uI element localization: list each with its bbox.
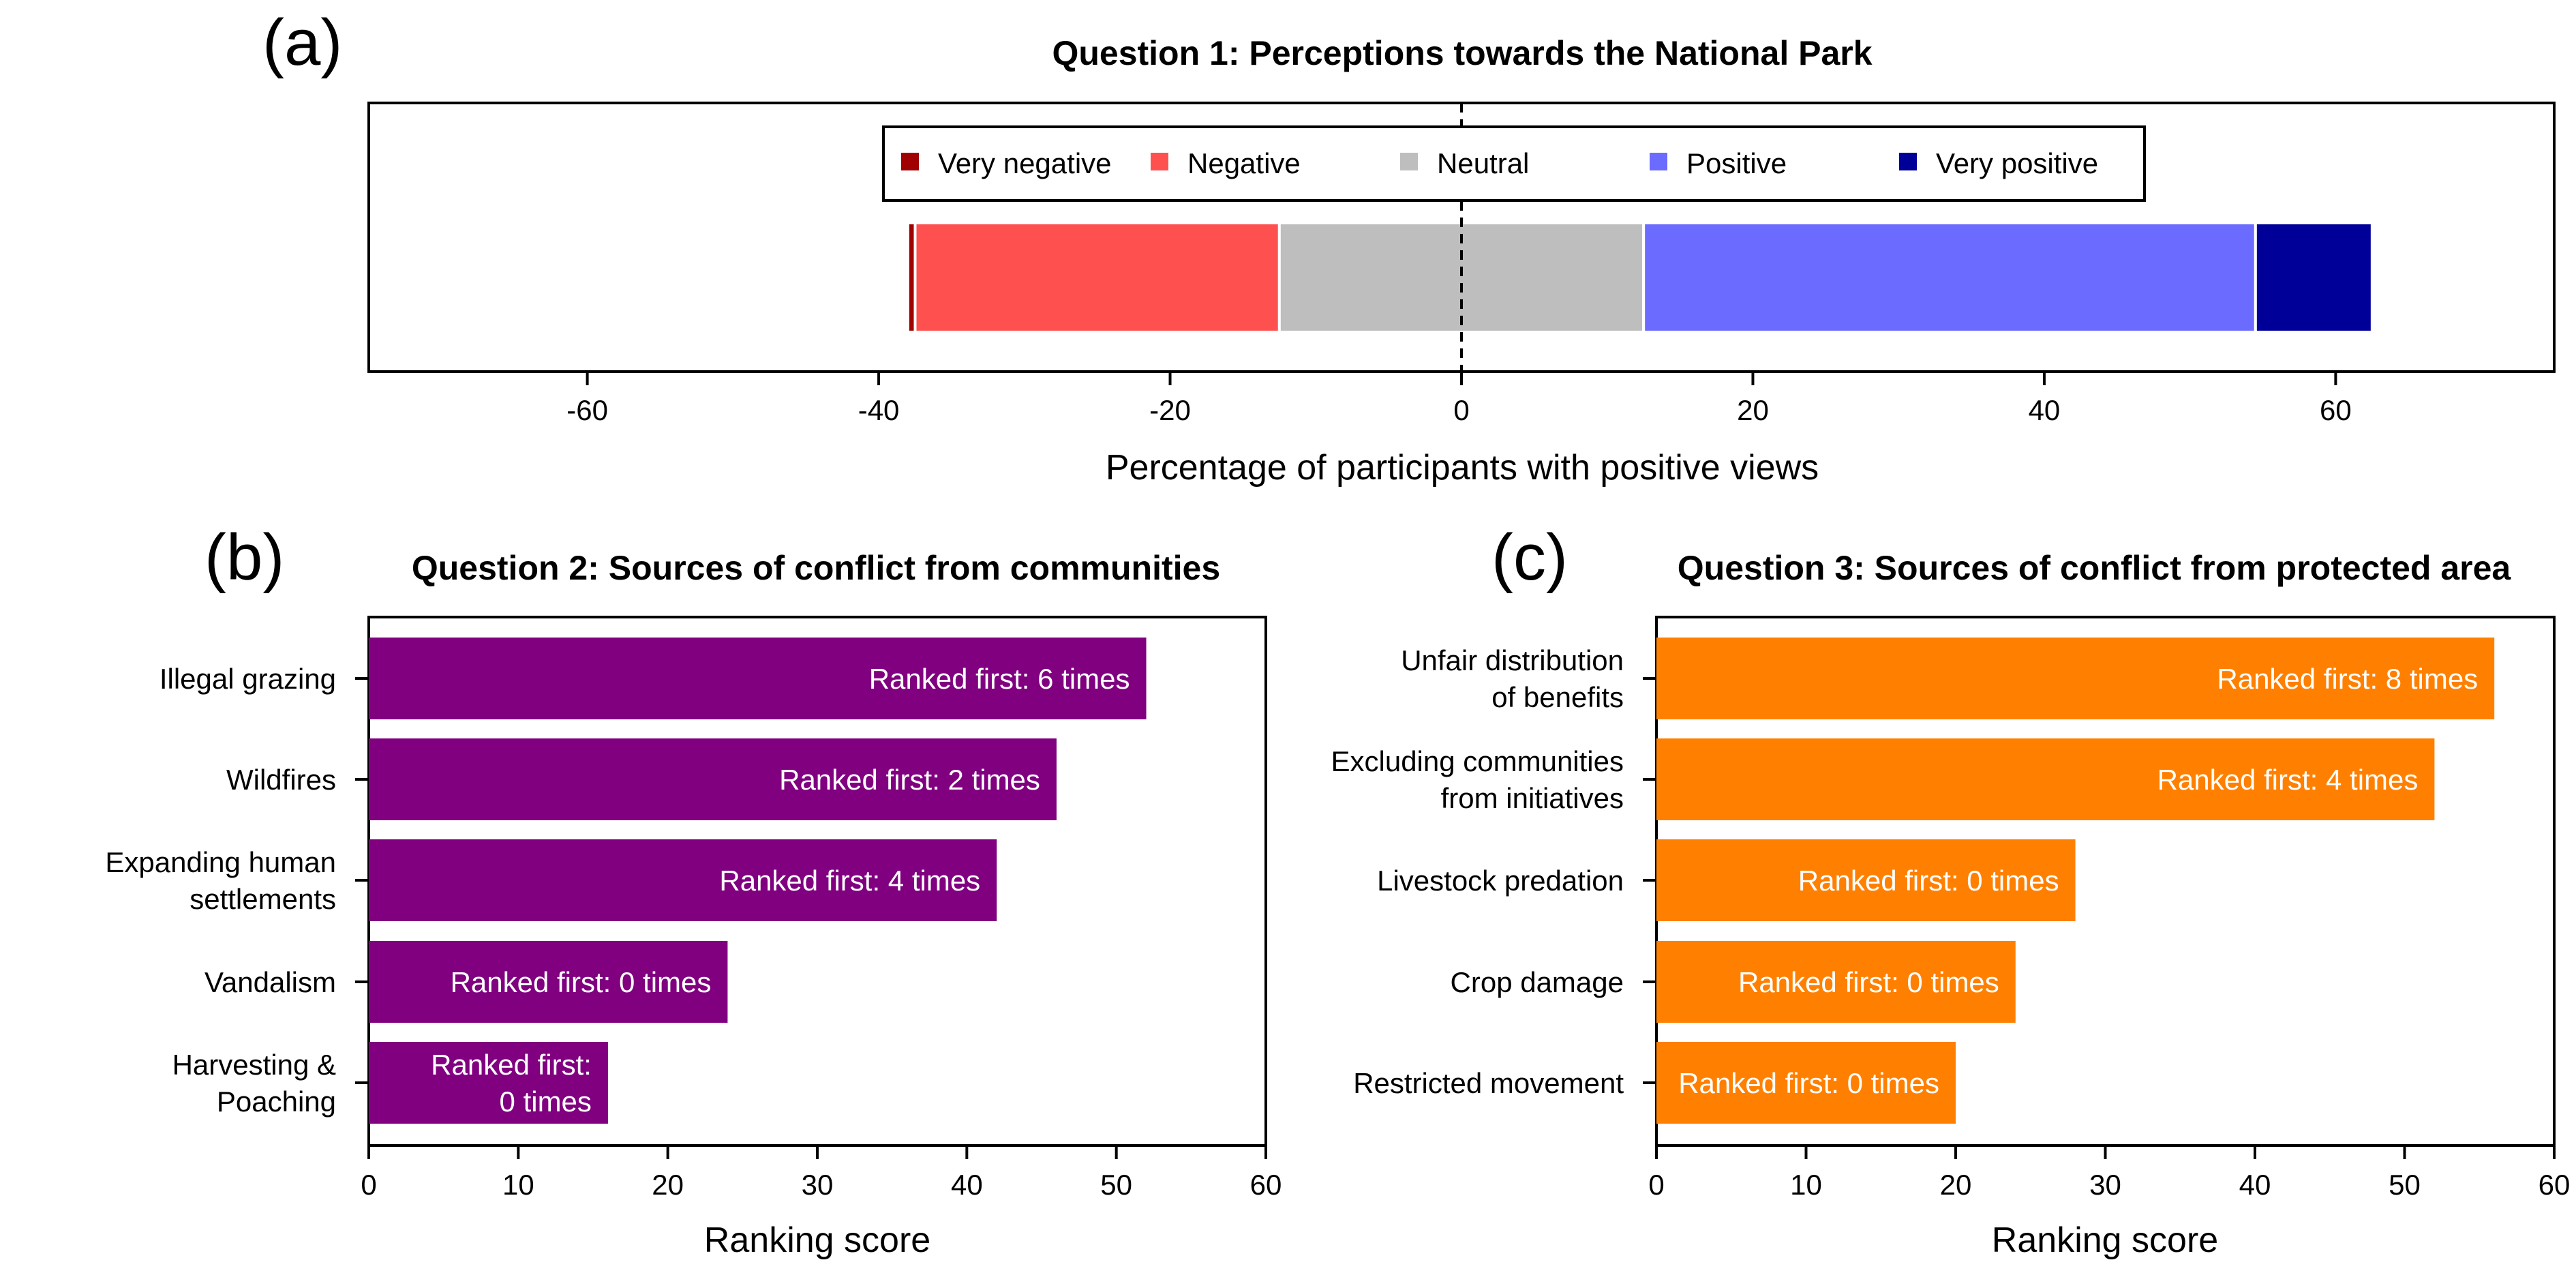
bar-segment-very-positive: [2254, 222, 2374, 333]
bar-data-label: Ranked first: 4 times: [2157, 764, 2419, 796]
bar-data-label: Ranked first: 2 times: [779, 764, 1040, 796]
x-tick-label: 20: [1940, 1169, 1972, 1201]
category-label: Unfair distribution: [1401, 644, 1624, 676]
bar: [1656, 839, 2076, 921]
legend-swatch: [1151, 153, 1168, 170]
bar-data-label: 0 times: [500, 1085, 592, 1118]
legend-swatch: [1400, 153, 1418, 170]
x-tick-label: 50: [2389, 1169, 2421, 1201]
category-label: Expanding human: [105, 846, 336, 878]
category-label: Illegal grazing: [160, 663, 336, 695]
panel-a-bars: [906, 222, 2374, 333]
bar: [369, 638, 1147, 719]
legend-label: Positive: [1686, 147, 1787, 179]
panel-c-tag: (c): [1491, 521, 1568, 594]
panel-a-tag: (a): [262, 6, 342, 79]
category-label: Excluding communities: [1331, 745, 1624, 777]
x-tick-label: 20: [652, 1169, 684, 1201]
x-tick-label: 0: [1453, 394, 1469, 426]
panel-c-x-axis-label: Ranking score: [1992, 1220, 2218, 1260]
panel-b-tag: (b): [204, 521, 284, 594]
x-tick-label: 10: [502, 1169, 534, 1201]
panel-b-title: Question 2: Sources of conflict from com…: [412, 549, 1220, 587]
panel-c-title: Question 3: Sources of conflict from pro…: [1678, 549, 2512, 587]
category-label: Poaching: [217, 1085, 336, 1118]
bar-data-label: Ranked first: 4 times: [719, 865, 980, 897]
legend-swatch: [901, 153, 919, 170]
panel-c-bars: Unfair distribution of benefits Ranked fir…: [1331, 638, 2495, 1124]
bar-data-label: Ranked first: 0 times: [1798, 865, 2059, 897]
x-tick-label: -20: [1149, 394, 1191, 426]
bar: [1656, 638, 2495, 719]
bar-segment-positive: [1642, 222, 2257, 333]
bar: [1656, 941, 2016, 1023]
x-tick-label: 10: [1790, 1169, 1822, 1201]
panel-a-legend-box: [882, 125, 2146, 202]
panel-b-x-axis: 0 10 20 30 40 50 60: [361, 1144, 1282, 1201]
panel-a-x-axis-label: Percentage of participants with positive…: [1106, 448, 1819, 488]
x-tick-label: 0: [1648, 1169, 1664, 1201]
category-label: Restricted movement: [1353, 1067, 1624, 1099]
category-label: Crop damage: [1451, 966, 1624, 998]
x-tick-label: 30: [2089, 1169, 2121, 1201]
category-label: Wildfires: [226, 764, 336, 796]
panel-c: (c) Question 3: Sources of conflict from…: [1331, 521, 2570, 1260]
category-label: Harvesting &: [172, 1049, 336, 1081]
panel-a-title: Question 1: Perceptions towards the Nati…: [1052, 34, 1872, 72]
bar-data-label: Ranked first: 8 times: [2217, 663, 2478, 695]
bar-data-label: Ranked first: 0 times: [1678, 1067, 1939, 1099]
x-tick-label: -40: [858, 394, 900, 426]
category-label: from initiatives: [1441, 782, 1624, 814]
legend-label: Negative: [1187, 147, 1301, 179]
panel-b: (b) Question 2: Sources of conflict from…: [105, 521, 1282, 1260]
bar: [1656, 1042, 1956, 1124]
panel-c-x-axis: 0 10 20 30 40 50 60: [1648, 1144, 2571, 1201]
x-tick-label: 50: [1100, 1169, 1132, 1201]
x-tick-label: 0: [361, 1169, 376, 1201]
bar-data-label: Ranked first: 0 times: [451, 966, 712, 998]
x-tick-label: 60: [2539, 1169, 2571, 1201]
panel-a: (a) Question 1: Perceptions towards the …: [262, 6, 2556, 488]
legend-swatch: [1899, 153, 1917, 170]
x-tick-label: 40: [2029, 394, 2061, 426]
x-tick-label: 60: [2320, 394, 2352, 426]
bar: [369, 941, 728, 1023]
legend-label: Neutral: [1437, 147, 1529, 179]
bar: [369, 1042, 608, 1124]
category-label: settlements: [190, 883, 336, 915]
x-tick-label: 30: [802, 1169, 834, 1201]
x-tick-label: 60: [1250, 1169, 1282, 1201]
bar-data-label: Ranked first: 6 times: [869, 663, 1130, 695]
legend-label: Very positive: [1936, 147, 2098, 179]
x-tick-label: -60: [566, 394, 608, 426]
category-label: of benefits: [1491, 681, 1624, 713]
x-tick-label: 20: [1737, 394, 1769, 426]
x-tick-label: 40: [951, 1169, 983, 1201]
bar: [1656, 738, 2435, 820]
category-label: Livestock predation: [1377, 865, 1624, 897]
x-tick-label: 40: [2239, 1169, 2271, 1201]
bar-data-label: Ranked first:: [431, 1049, 592, 1081]
bar-data-label: Ranked first: 0 times: [1738, 966, 1999, 998]
panel-a-legend-items: Very negative Negative Neutral Positive Very…: [901, 147, 2098, 179]
bar-segment-negative: [913, 222, 1281, 333]
panel-b-x-axis-label: Ranking score: [704, 1220, 930, 1260]
panel-b-bars: Illegal grazing Ranked first: 6 times Wild…: [105, 638, 1147, 1124]
bar: [369, 839, 997, 921]
category-label: Vandalism: [204, 966, 336, 998]
legend-swatch: [1650, 153, 1667, 170]
panel-a-legend: Very negative Negative Neutral Positive Very…: [882, 125, 2146, 202]
legend-label: Very negative: [938, 147, 1112, 179]
panel-a-x-axis: -60 -40 -20 0 20 40 60: [566, 372, 2352, 426]
bar: [369, 738, 1057, 820]
